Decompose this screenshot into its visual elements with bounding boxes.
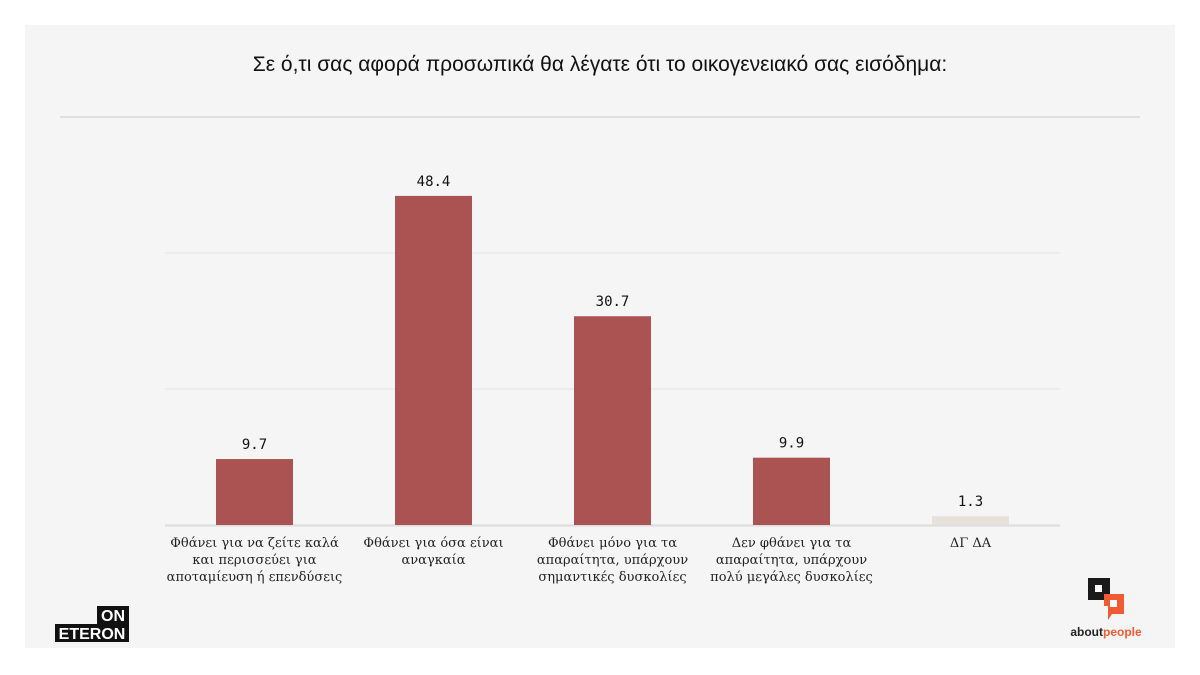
svg-text:ON: ON	[101, 608, 125, 625]
bar	[574, 316, 651, 525]
bar	[216, 459, 293, 525]
data-label: 9.7	[242, 437, 267, 453]
bar	[932, 516, 1009, 525]
data-label: 9.9	[779, 436, 804, 452]
logo-about: about	[1070, 625, 1103, 639]
chart-title: Σε ό,τι σας αφορά προσωπικά θα λέγατε ότ…	[252, 53, 948, 76]
category-label: και περισσεύει για	[192, 553, 316, 568]
data-label: 48.4	[417, 174, 451, 190]
category-label: Φθάνει για όσα είναι	[363, 536, 503, 551]
category-label: αναγκαία	[401, 553, 465, 568]
category-label: Φθάνει μόνο για τα	[548, 536, 677, 551]
category-label: απαραίτητα, υπάρχουν	[716, 553, 867, 568]
on-eteron-logo: ON ETERON	[55, 606, 130, 647]
title-divider	[60, 116, 1140, 118]
category-label: αποταμίευση ή επενδύσεις	[167, 570, 343, 585]
speech-bubbles-icon	[1088, 578, 1124, 620]
category-label: ΔΓ ΔΑ	[950, 536, 992, 551]
svg-text:ETERON: ETERON	[59, 626, 126, 642]
category-label: Δεν φθάνει για τα	[732, 536, 852, 551]
aboutpeople-logo: aboutpeople	[1060, 576, 1152, 639]
category-label: Φθάνει για να ζείτε καλά	[170, 536, 339, 551]
bar	[753, 457, 830, 525]
category-label: πολύ μεγάλες δυσκολίες	[710, 570, 873, 585]
data-label: 30.7	[596, 294, 630, 310]
category-label: σημαντικές δυσκολίες	[538, 570, 686, 585]
data-label: 1.3	[958, 494, 983, 510]
bar	[395, 195, 472, 525]
logo-people: people	[1103, 625, 1142, 639]
category-label: απαραίτητα, υπάρχουν	[537, 553, 688, 568]
